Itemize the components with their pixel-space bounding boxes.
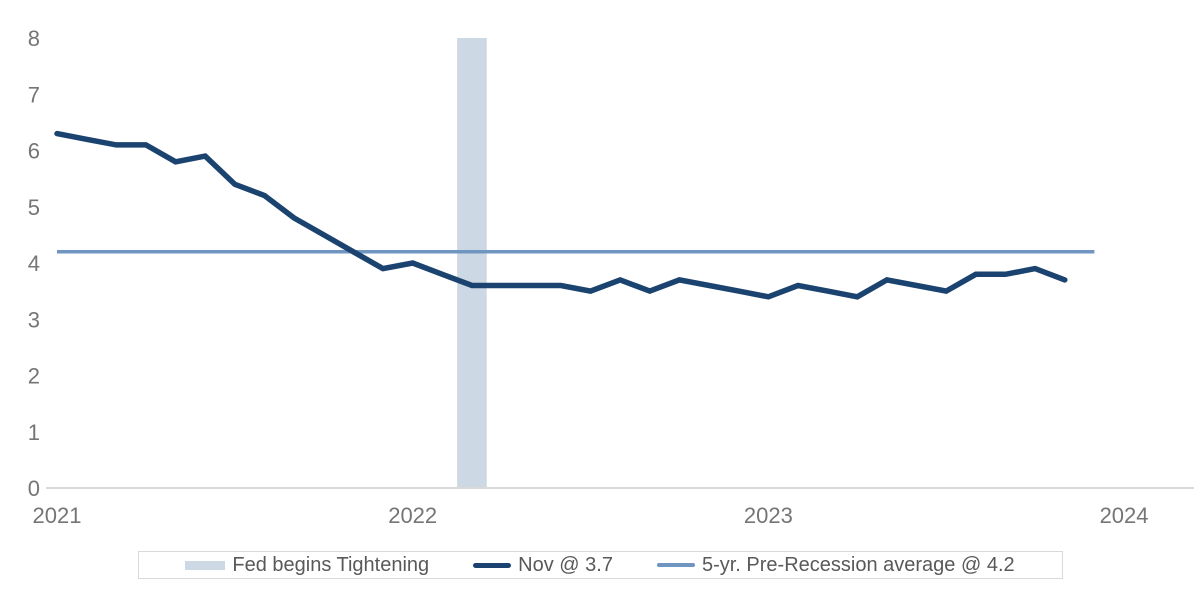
y-tick-label: 6 [28, 139, 40, 164]
y-tick-label: 3 [28, 307, 40, 332]
x-tick-label: 2022 [388, 503, 437, 528]
line-swatch [473, 562, 512, 568]
y-tick-label: 0 [28, 476, 40, 501]
y-tick-label: 2 [28, 364, 40, 389]
hline-swatch [656, 563, 695, 567]
legend-label-unemployment: Nov @ 3.7 [518, 553, 613, 576]
legend-item-fed-tightening: Fed begins Tightening [185, 554, 429, 577]
legend-label-fed-tightening: Fed begins Tightening [232, 553, 430, 576]
x-tick-label: 2024 [1100, 503, 1149, 528]
y-tick-label: 4 [28, 251, 40, 276]
x-tick-label: 2023 [744, 503, 793, 528]
legend: Fed begins Tightening Nov @ 3.7 5-yr. Pr… [137, 551, 1063, 579]
y-tick-label: 8 [28, 26, 40, 51]
legend-label-average: 5-yr. Pre-Recession average @ 4.2 [701, 553, 1015, 576]
band-swatch [185, 560, 226, 570]
y-tick-label: 5 [28, 195, 40, 220]
legend-item-average: 5-yr. Pre-Recession average @ 4.2 [656, 553, 1015, 577]
fed-tightening-band [457, 38, 487, 488]
x-tick-label: 2021 [33, 503, 82, 528]
y-tick-label: 7 [28, 82, 40, 107]
plot-area: 0 1 2 3 4 5 6 7 8 2021 2022 2023 2024 [28, 26, 1194, 528]
legend-item-unemployment: Nov @ 3.7 [473, 554, 613, 577]
unemployment-line [54, 130, 1068, 300]
y-tick-label: 1 [28, 420, 40, 445]
